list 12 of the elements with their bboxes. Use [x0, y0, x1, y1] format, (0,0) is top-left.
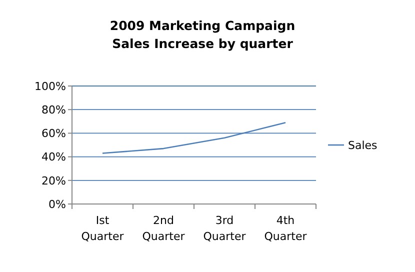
y-tick-label: 100%: [34, 80, 66, 93]
chart-title: 2009 Marketing Campaign Sales Increase by quarter: [110, 18, 296, 51]
y-tick-label: 60%: [42, 127, 66, 140]
y-tick-label: 40%: [42, 150, 66, 164]
legend-label: Sales: [348, 138, 378, 152]
x-tick-label: Ist Quarter: [81, 214, 124, 243]
x-tick-label: 2nd Quarter: [142, 214, 186, 243]
x-tick-label: 4th Quarter: [264, 214, 308, 243]
y-tick-label: 0%: [48, 198, 66, 211]
x-tick-label: 3rd Quarter: [203, 214, 246, 243]
y-tick-label: 80%: [42, 103, 66, 116]
y-tick-label: 20%: [42, 174, 66, 188]
